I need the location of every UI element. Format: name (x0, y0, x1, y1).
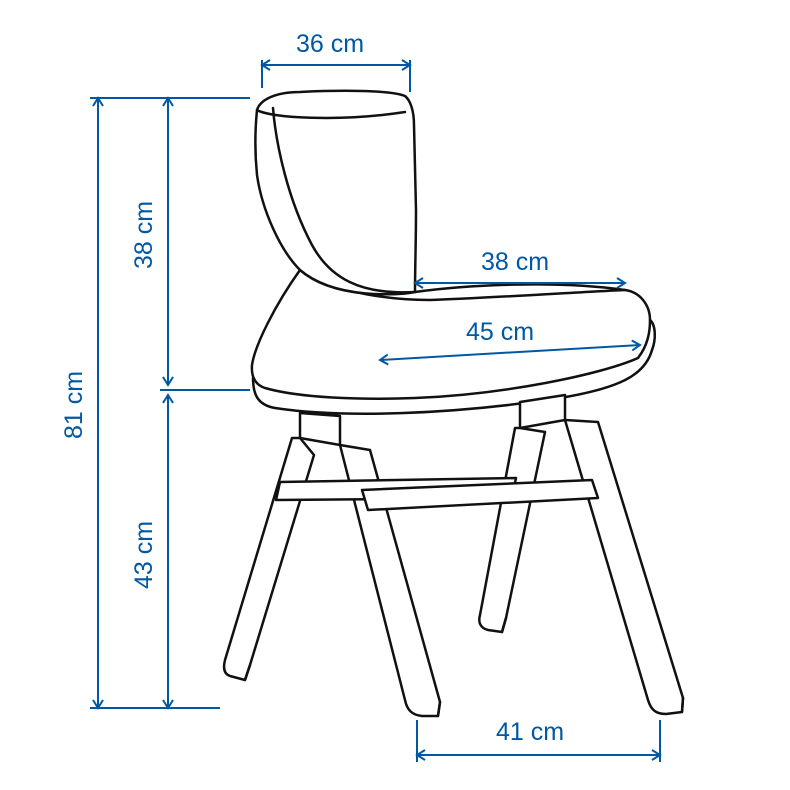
label-base-width: 41 cm (496, 718, 564, 746)
chair-dimension-diagram: 36 cm 38 cm 81 cm 43 cm 38 cm 45 cm 41 c… (0, 0, 790, 790)
label-back-height: 38 cm (130, 201, 158, 269)
label-seat-depth: 38 cm (481, 248, 549, 276)
chair-outline (224, 91, 683, 716)
label-seat-width: 45 cm (466, 318, 534, 346)
label-seat-height: 43 cm (130, 521, 158, 589)
label-total-height: 81 cm (60, 371, 88, 439)
label-top-width: 36 cm (296, 30, 364, 58)
